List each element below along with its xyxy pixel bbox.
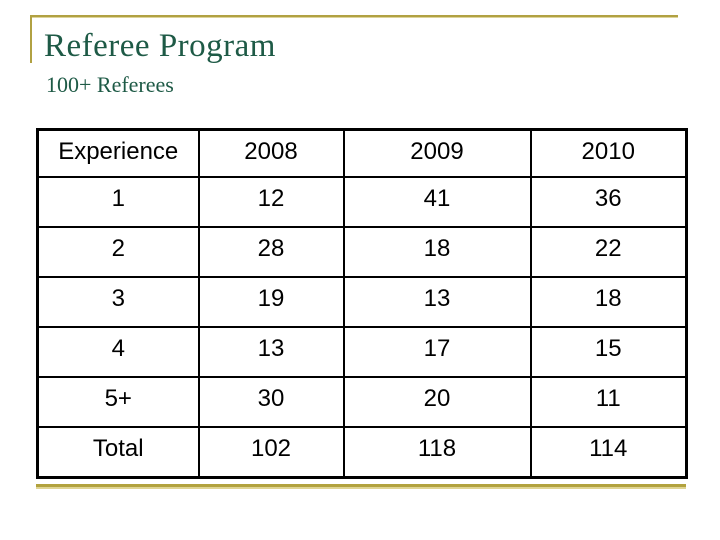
table-cell: 19 (197, 276, 345, 328)
slide-title: Referee Program (44, 28, 276, 64)
table-row: 4 13 17 15 (36, 326, 688, 378)
table-cell: 13 (342, 276, 532, 328)
table-row: 5+ 30 20 11 (36, 376, 688, 428)
table-cell: 1 (36, 176, 200, 228)
table-cell: 102 (197, 426, 345, 479)
bottom-accent-rule (36, 484, 686, 489)
slide-subtitle: 100+ Referees (46, 72, 174, 97)
table-row: Total 102 118 114 (36, 426, 688, 479)
table-cell: 118 (342, 426, 532, 479)
table-cell: 17 (342, 326, 532, 378)
top-accent-rule (30, 15, 678, 18)
table-cell: 18 (529, 276, 688, 328)
table-cell: 20 (342, 376, 532, 428)
column-header-2010: 2010 (529, 128, 688, 178)
table-cell: Total (36, 426, 200, 479)
table-cell: 4 (36, 326, 200, 378)
table-cell: 36 (529, 176, 688, 228)
table-cell: 15 (529, 326, 688, 378)
table-cell: 18 (342, 226, 532, 278)
table-cell: 41 (342, 176, 532, 228)
bottom-accent-rule-light (36, 487, 686, 489)
table-header-row: Experience 2008 2009 2010 (36, 128, 688, 178)
table-cell: 11 (529, 376, 688, 428)
table-cell: 22 (529, 226, 688, 278)
column-header-2009: 2009 (342, 128, 532, 178)
table-row: 2 28 18 22 (36, 226, 688, 278)
table-cell: 30 (197, 376, 345, 428)
table-cell: 5+ (36, 376, 200, 428)
column-header-2008: 2008 (197, 128, 345, 178)
title-accent-rule (30, 15, 32, 63)
table-cell: 3 (36, 276, 200, 328)
table-row: 3 19 13 18 (36, 276, 688, 328)
table-cell: 12 (197, 176, 345, 228)
referee-stats-table: Experience 2008 2009 2010 1 12 41 36 2 2… (36, 128, 688, 479)
table-cell: 13 (197, 326, 345, 378)
column-header-experience: Experience (36, 128, 200, 178)
table-cell: 114 (529, 426, 688, 479)
table-cell: 28 (197, 226, 345, 278)
bottom-accent-rule-dark (36, 484, 686, 487)
table-cell: 2 (36, 226, 200, 278)
table-row: 1 12 41 36 (36, 176, 688, 228)
